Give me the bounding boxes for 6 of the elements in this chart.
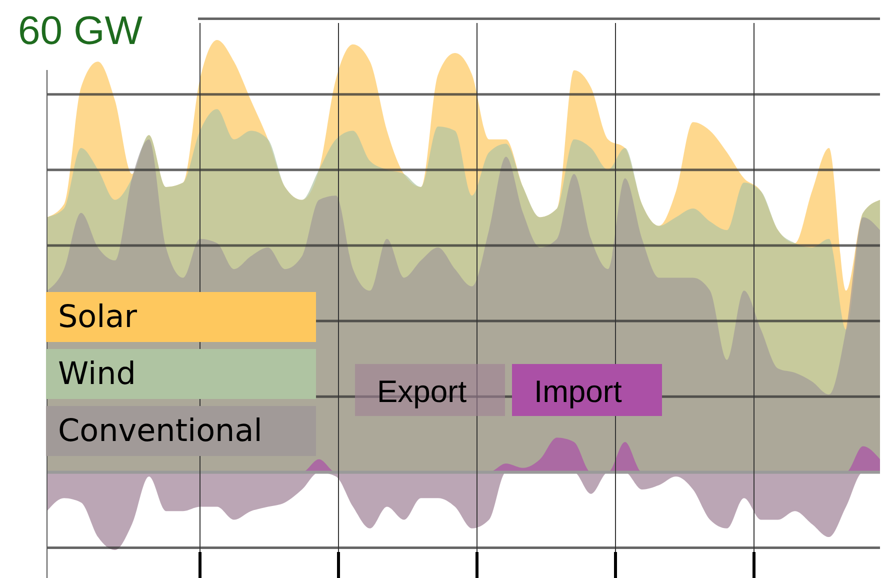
legend-label: Import <box>534 374 622 409</box>
y-axis-title: 60 GW <box>18 9 143 53</box>
legend-label: Export <box>377 374 467 409</box>
series-label: Conventional <box>58 413 262 449</box>
series-label: Solar <box>58 299 138 335</box>
series-label: Wind <box>58 356 136 392</box>
